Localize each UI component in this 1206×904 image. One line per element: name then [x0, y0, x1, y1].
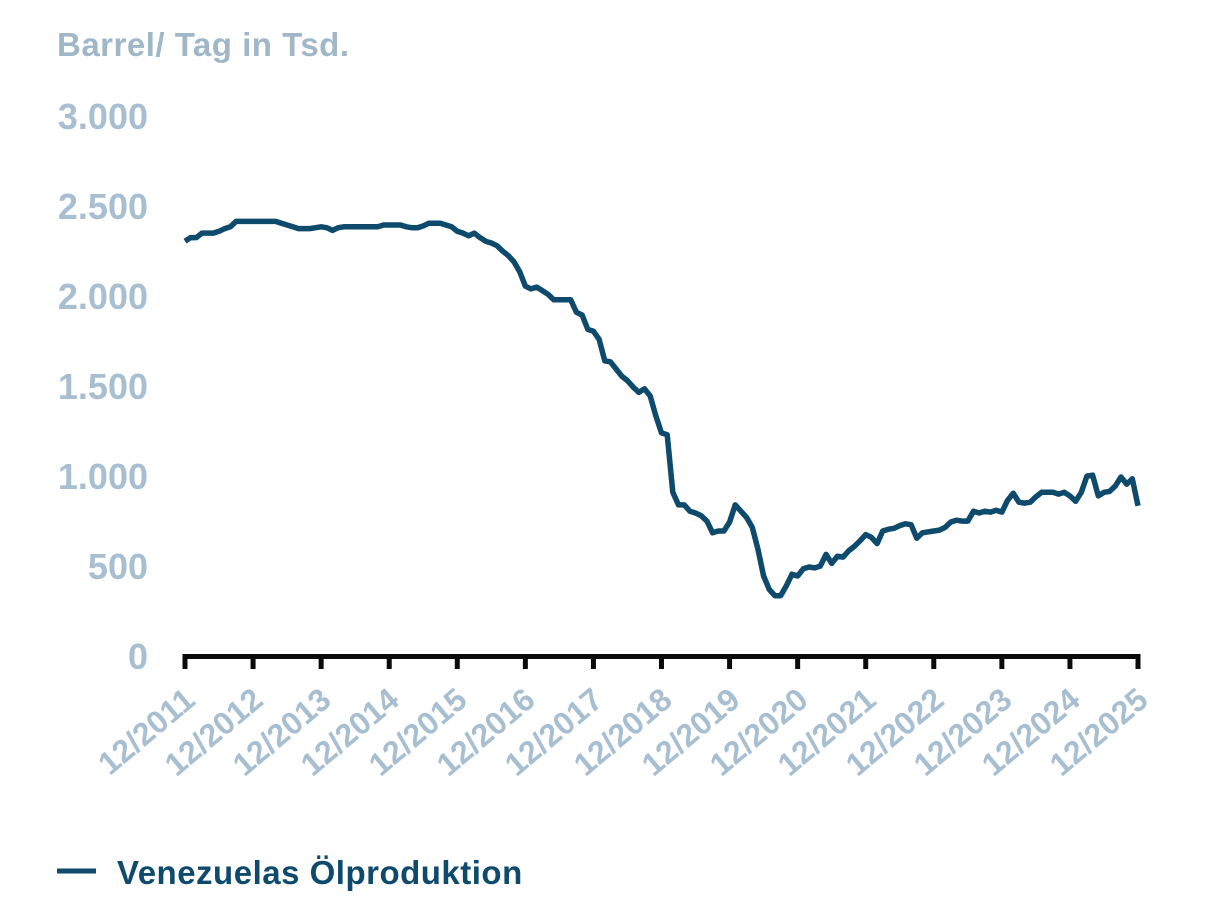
production-line: [183, 218, 1141, 599]
y-tick-label: 1.000: [58, 456, 148, 497]
y-tick-label: 2.500: [58, 186, 148, 227]
y-tick-label: 3.000: [58, 96, 148, 137]
legend: Venezuelas Ölproduktion: [57, 854, 523, 891]
y-tick-label: 1.500: [58, 366, 148, 407]
y-tick-label: 500: [88, 546, 148, 587]
x-axis-ticks: [182, 654, 1141, 669]
y-tick-label: 0: [128, 636, 148, 677]
y-axis-tick-labels: 3.000 2.500 2.000 1.500 1.000 500 0: [58, 96, 148, 677]
x-axis-tick-labels: 12/2011 12/2012 12/2013 12/2014 12/2015 …: [91, 681, 1154, 783]
legend-label: Venezuelas Ölproduktion: [117, 854, 523, 891]
y-tick-label: 2.000: [58, 276, 148, 317]
y-axis-title: Barrel/ Tag in Tsd.: [57, 26, 350, 63]
